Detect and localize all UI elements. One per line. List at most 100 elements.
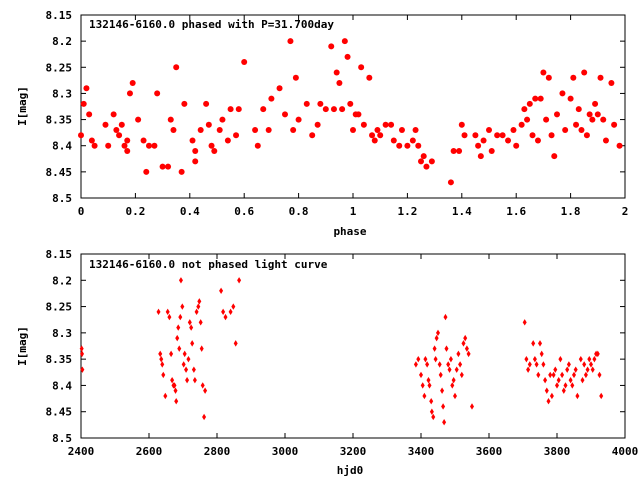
- data-point: [594, 111, 601, 118]
- data-point: [524, 355, 529, 363]
- data-point: [539, 350, 544, 358]
- x-tick-label: 1: [350, 205, 357, 218]
- x-tick-label: 2400: [68, 445, 95, 458]
- data-point: [156, 308, 161, 316]
- data-point: [366, 74, 373, 81]
- data-point: [159, 163, 166, 170]
- data-point: [121, 142, 128, 149]
- data-point: [80, 350, 85, 358]
- y-tick-label: 8.35: [46, 114, 73, 127]
- data-point: [176, 324, 181, 331]
- data-point: [545, 74, 552, 81]
- plot-frame: [80, 253, 626, 439]
- data-point: [194, 308, 199, 316]
- data-point: [549, 392, 554, 400]
- data-point: [429, 398, 434, 405]
- data-point: [585, 366, 590, 373]
- data-point: [444, 345, 449, 352]
- data-point: [113, 127, 120, 134]
- data-point: [409, 137, 416, 144]
- data-point: [586, 111, 593, 118]
- data-point: [464, 345, 469, 352]
- y-tick-label: 8.5: [52, 432, 72, 445]
- data-point: [241, 59, 248, 66]
- data-point: [233, 340, 238, 347]
- data-point: [178, 168, 185, 175]
- y-tick-label: 8.25: [46, 301, 73, 314]
- y-tick-label: 8.4: [52, 379, 72, 392]
- data-point: [174, 398, 179, 405]
- data-point: [428, 158, 435, 165]
- x-tick-label: 2800: [204, 445, 231, 458]
- data-point: [423, 163, 430, 170]
- data-point: [161, 371, 166, 379]
- data-point: [587, 355, 592, 363]
- data-point: [532, 355, 537, 363]
- data-point: [169, 350, 174, 358]
- data-point: [187, 319, 192, 326]
- data-point: [415, 142, 422, 149]
- data-point: [420, 153, 427, 160]
- data-point: [470, 403, 474, 410]
- data-point: [453, 392, 457, 400]
- data-point: [548, 132, 555, 139]
- data-point: [446, 361, 451, 368]
- data-point: [178, 313, 183, 321]
- data-point: [534, 137, 541, 144]
- x-tick-label: 2600: [136, 445, 163, 458]
- data-point: [211, 147, 218, 154]
- data-point: [423, 355, 428, 363]
- data-point: [472, 132, 479, 139]
- y-tick-label: 8.2: [52, 35, 72, 48]
- data-point: [202, 413, 207, 421]
- y-tick-label: 8.2: [52, 274, 72, 287]
- data-point: [309, 132, 316, 139]
- data-point: [540, 69, 547, 76]
- data-point: [347, 100, 354, 107]
- data-point: [573, 121, 580, 128]
- y-axis-label: I[mag]: [16, 86, 29, 126]
- data-point: [559, 90, 566, 97]
- data-point: [360, 121, 367, 128]
- data-point: [260, 106, 267, 113]
- data-point: [118, 121, 125, 128]
- data-point: [524, 116, 531, 123]
- data-point: [425, 361, 430, 368]
- data-point: [459, 371, 464, 379]
- data-point: [553, 366, 558, 373]
- data-point: [560, 371, 565, 379]
- data-point: [199, 345, 204, 352]
- data-point: [333, 69, 340, 76]
- data-point: [124, 137, 131, 144]
- data-point: [583, 371, 588, 379]
- data-point: [438, 371, 443, 379]
- data-point: [102, 121, 109, 128]
- data-point: [197, 298, 202, 305]
- data-point: [551, 371, 556, 379]
- data-point: [189, 324, 194, 331]
- data-point: [592, 355, 597, 363]
- data-point: [541, 361, 546, 368]
- data-point: [110, 111, 117, 118]
- data-point: [537, 95, 544, 102]
- data-point: [466, 350, 471, 358]
- data-point: [135, 116, 142, 123]
- data-point: [86, 111, 93, 118]
- data-point: [105, 142, 112, 149]
- data-point: [521, 106, 528, 113]
- data-point: [412, 127, 419, 134]
- data-point: [228, 308, 233, 316]
- data-point: [172, 382, 177, 389]
- data-point: [611, 121, 618, 128]
- data-point: [461, 340, 466, 347]
- data-point: [572, 371, 576, 379]
- data-point: [442, 419, 447, 426]
- data-point: [126, 90, 133, 97]
- data-point: [165, 308, 170, 316]
- data-point: [268, 95, 275, 102]
- data-point: [546, 398, 551, 405]
- data-point: [573, 366, 578, 373]
- data-point: [160, 361, 165, 368]
- data-point: [182, 350, 187, 358]
